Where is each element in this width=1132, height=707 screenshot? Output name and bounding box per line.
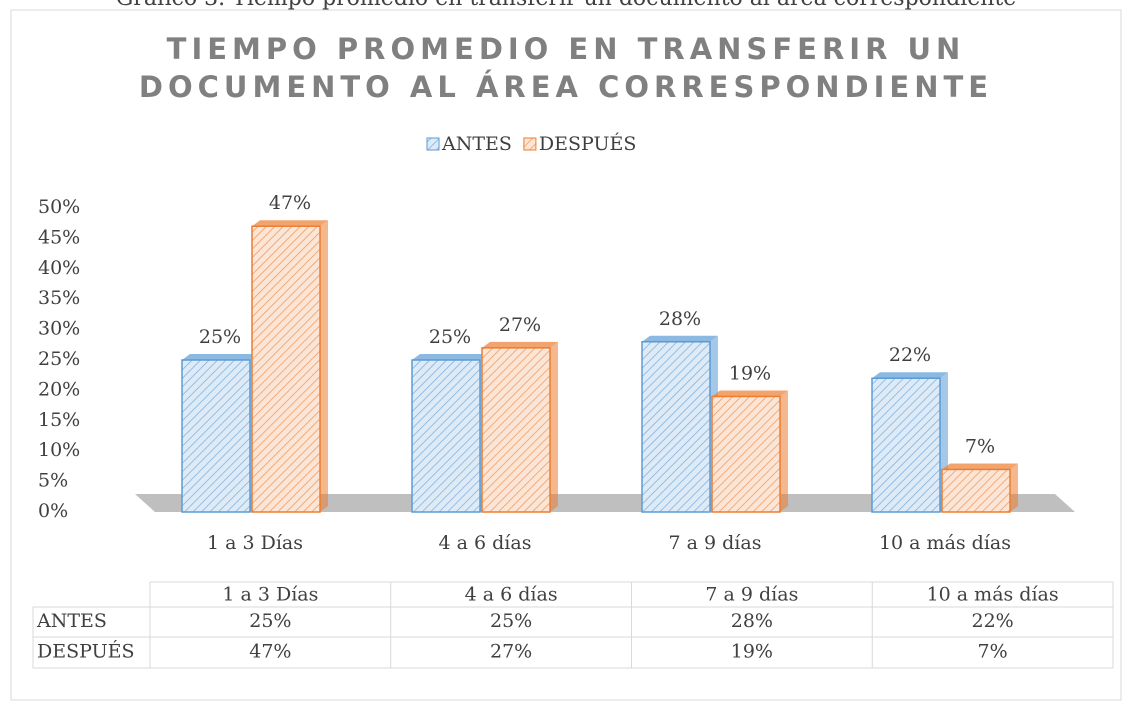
data-label: 27%	[499, 314, 541, 336]
y-tick-label: 50%	[38, 196, 80, 218]
table-header: 1 a 3 Días	[222, 584, 318, 606]
bar	[181, 359, 251, 513]
bar-side	[1010, 463, 1018, 512]
y-tick-label: 25%	[38, 348, 80, 370]
bar-side	[320, 220, 328, 513]
table-cell: 25%	[249, 610, 291, 632]
table-cell: 19%	[731, 641, 773, 663]
y-tick-label: 45%	[38, 226, 80, 248]
bar-top	[642, 335, 718, 342]
table-row-label: DESPUÉS	[37, 640, 134, 663]
bar-top	[942, 463, 1018, 470]
y-tick-label: 5%	[38, 470, 68, 492]
data-label: 22%	[889, 344, 931, 366]
data-label: 28%	[659, 308, 701, 330]
x-tick-label: 1 a 3 Días	[207, 532, 303, 554]
bar	[481, 347, 551, 513]
y-tick-label: 35%	[38, 287, 80, 309]
x-tick-label: 7 a 9 días	[669, 532, 762, 554]
bar-top	[252, 220, 328, 227]
bar	[641, 341, 711, 513]
y-tick-label: 10%	[38, 439, 80, 461]
table-header: 10 a más días	[927, 584, 1059, 606]
data-label: 19%	[729, 362, 771, 384]
bar-top	[872, 372, 948, 379]
floor	[135, 494, 1075, 512]
bar-top	[482, 341, 558, 348]
bar	[251, 225, 321, 513]
bar	[941, 468, 1011, 513]
y-tick-label: 0%	[38, 500, 68, 522]
y-tick-label: 40%	[38, 257, 80, 279]
bar	[411, 359, 481, 513]
table-header: 7 a 9 días	[705, 584, 798, 606]
chart-title: TIEMPO PROMEDIO EN TRANSFERIR UN DOCUMEN…	[138, 32, 994, 104]
x-tick-label: 4 a 6 días	[439, 532, 532, 554]
x-tick-label: 10 a más días	[879, 532, 1011, 554]
legend-swatch	[523, 137, 537, 151]
table-header: 4 a 6 días	[465, 584, 558, 606]
table-cell: 47%	[249, 641, 291, 663]
bar-side	[550, 341, 558, 512]
bar	[871, 377, 941, 513]
y-tick-label: 15%	[38, 409, 80, 431]
table-cell: 7%	[978, 641, 1008, 663]
caption: Gráfico 3. Tiempo promedio en transferir…	[0, 0, 1132, 11]
legend-label: DESPUÉS	[539, 132, 636, 155]
data-label: 47%	[269, 192, 311, 214]
bar-top	[712, 390, 788, 397]
bar-side	[780, 390, 788, 512]
table-row-label: ANTES	[36, 610, 107, 632]
chart-border	[10, 9, 1122, 701]
y-tick-label: 30%	[38, 318, 80, 340]
data-label: 25%	[199, 326, 241, 348]
table-cell: 25%	[490, 610, 532, 632]
table-cell: 28%	[731, 610, 773, 632]
table-cell: 22%	[972, 610, 1014, 632]
table-cell: 27%	[490, 641, 532, 663]
bar	[711, 395, 781, 513]
legend-swatch	[426, 137, 440, 151]
legend-label: ANTES	[441, 133, 512, 155]
bar-top	[412, 354, 488, 360]
data-label: 25%	[429, 326, 471, 348]
y-tick-label: 20%	[38, 378, 80, 400]
data-label: 7%	[965, 435, 995, 457]
bar-top	[182, 354, 258, 360]
